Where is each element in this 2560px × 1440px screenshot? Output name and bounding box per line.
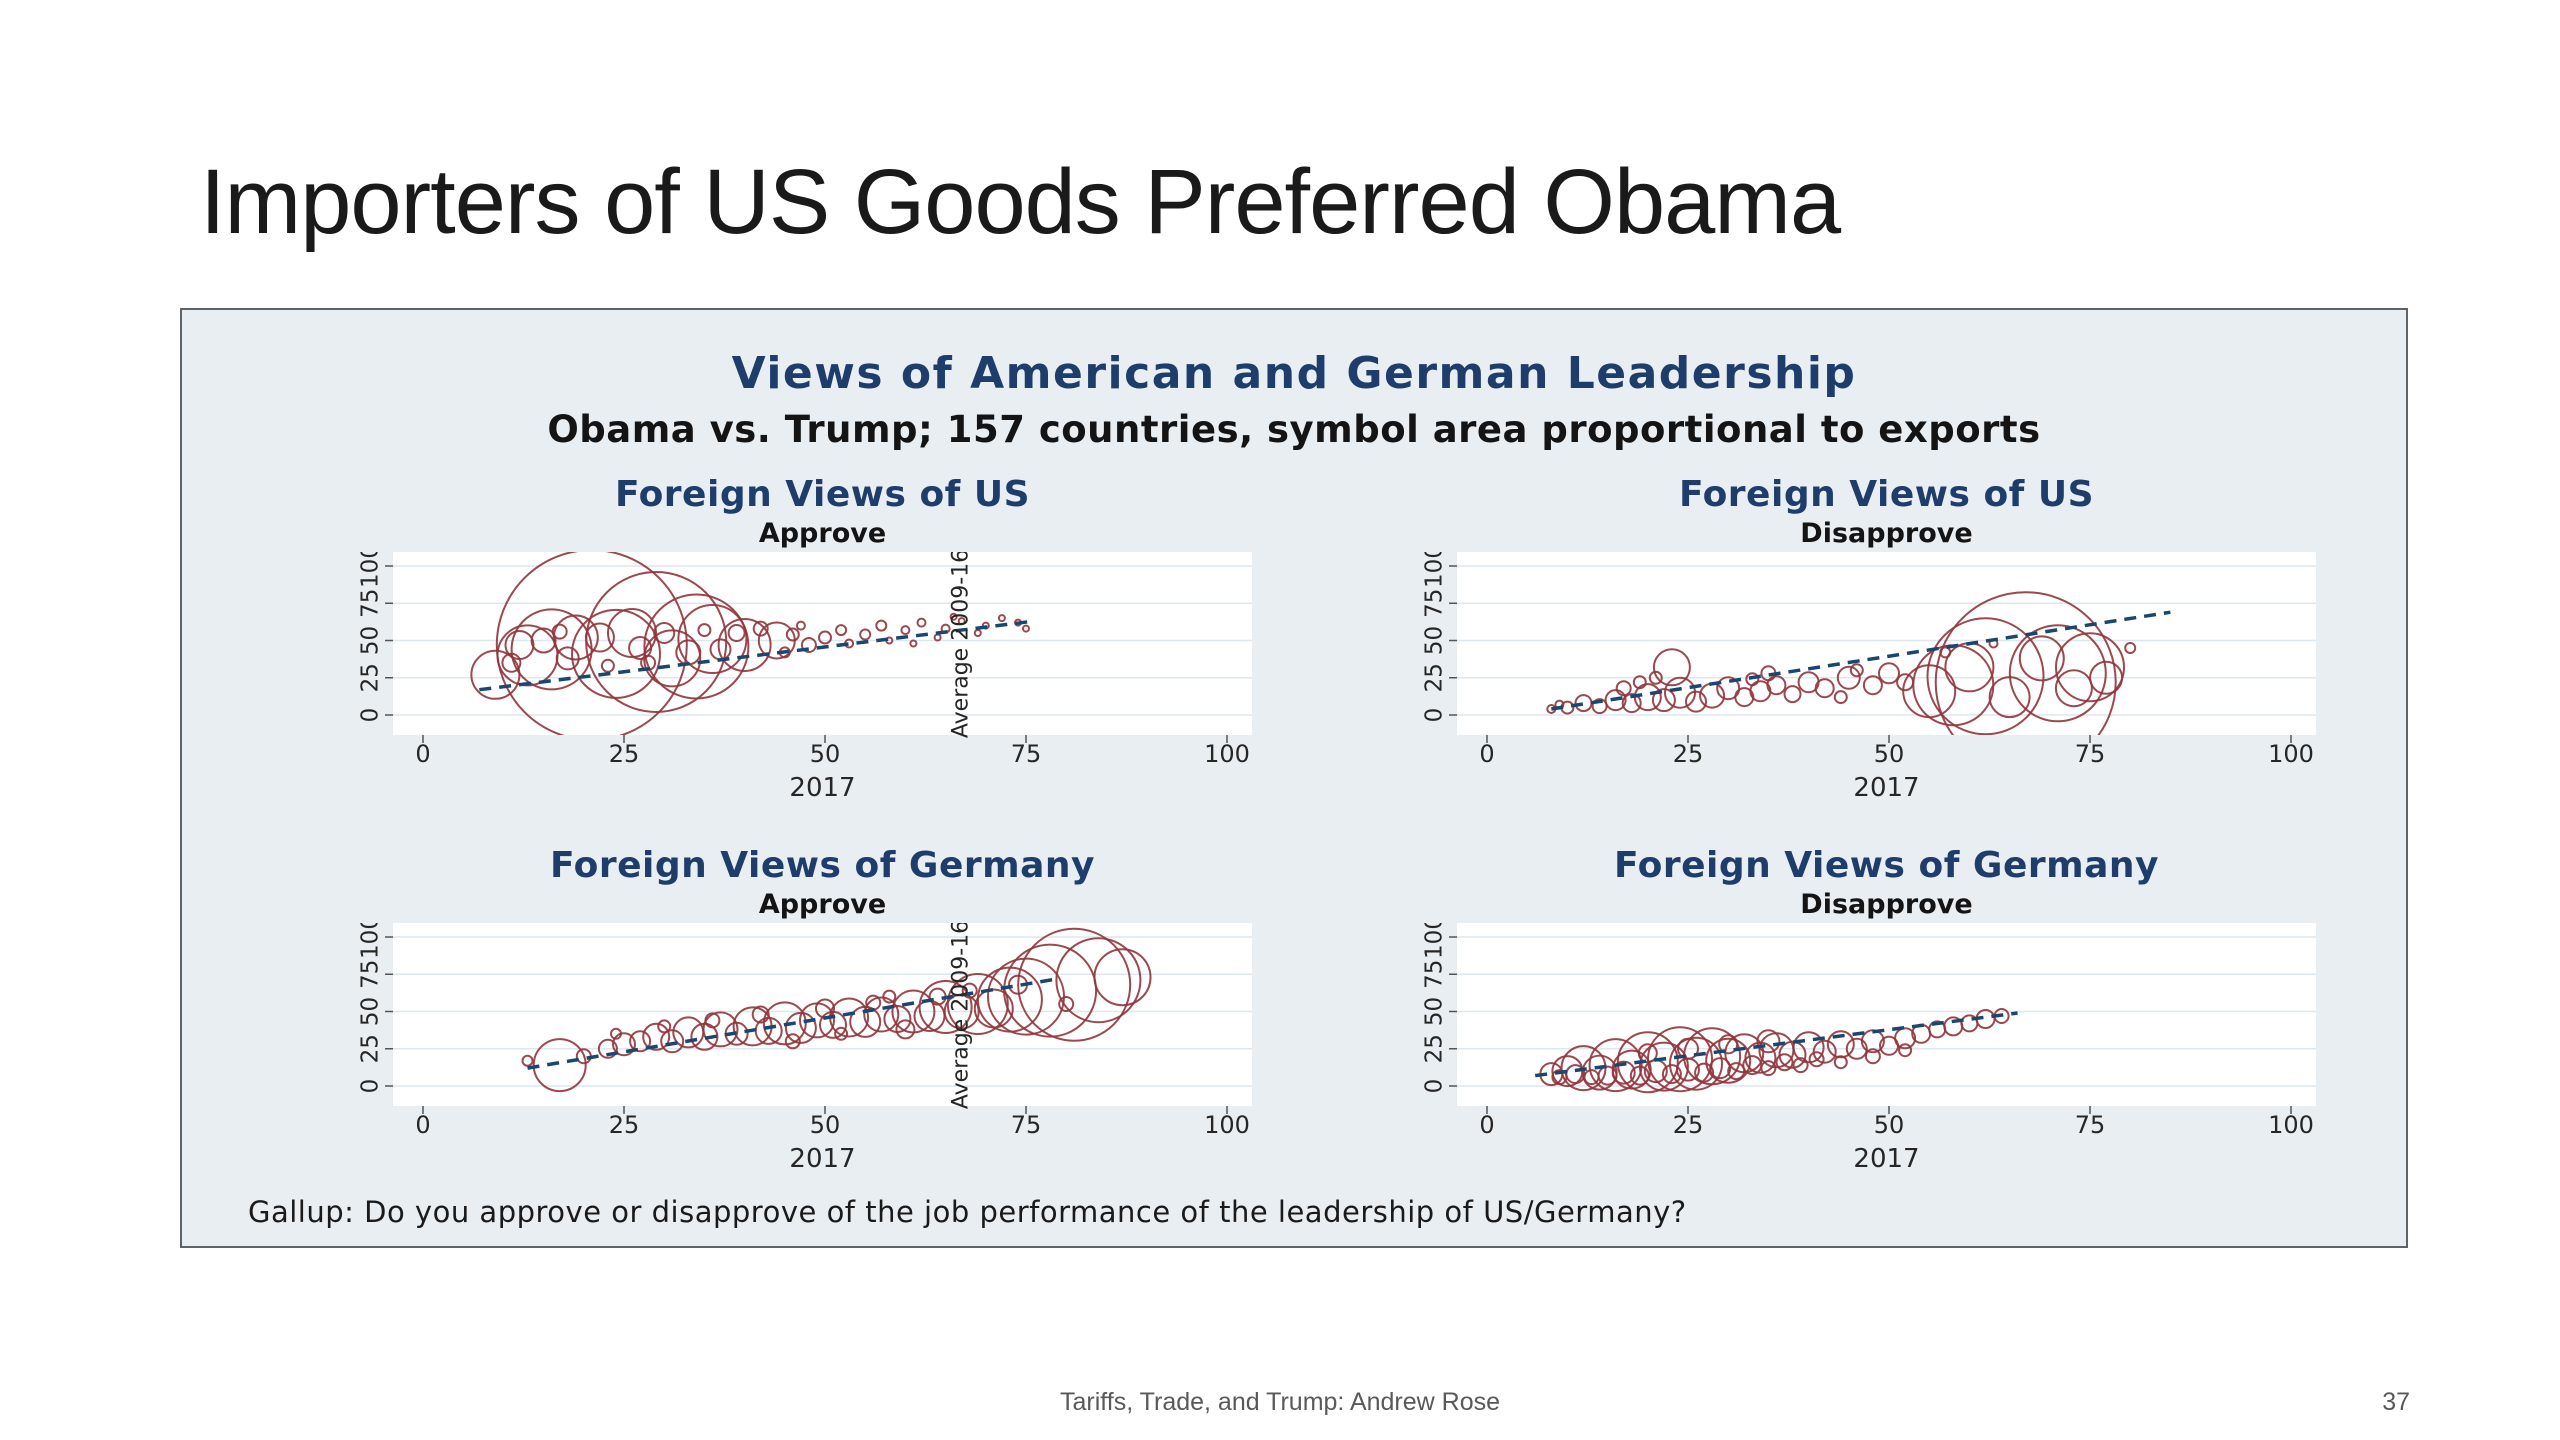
svg-text:75: 75 (358, 589, 384, 618)
svg-text:Average 2009-16: Average 2009-16 (949, 552, 974, 738)
chart-subtitle: Disapprove (1800, 518, 1973, 549)
svg-text:50: 50 (810, 1111, 841, 1139)
svg-text:0: 0 (1422, 708, 1448, 723)
svg-text:25: 25 (1673, 740, 1704, 768)
svg-text:50: 50 (358, 626, 384, 655)
chart-germany-approve: Foreign Views of Germany Approve 0 25 50 75… (323, 845, 1263, 1190)
svg-text:50: 50 (810, 740, 841, 768)
svg-text:75: 75 (1011, 740, 1042, 768)
svg-text:100: 100 (2268, 1111, 2314, 1139)
svg-text:25: 25 (1673, 1111, 1704, 1139)
chart-plot-area: 0 25 50 75 100 0 25 50 75 100 2017 Average 2009-16 (323, 915, 1263, 1183)
figure-panel: Views of American and German Leadership … (180, 308, 2408, 1248)
chart-title: Foreign Views of Germany (549, 845, 1096, 886)
svg-text:25: 25 (1422, 1034, 1448, 1063)
svg-text:0: 0 (1479, 1111, 1494, 1139)
chart-plot-area: 0 25 50 75 100 0 25 50 75 100 2017 Average 2009-16 (323, 544, 1263, 812)
svg-text:50: 50 (1422, 997, 1448, 1026)
svg-text:50: 50 (1874, 1111, 1905, 1139)
slide-footer: Tariffs, Trade, and Trump: Andrew Rose (1059, 1388, 1501, 1416)
svg-text:50: 50 (1422, 626, 1448, 655)
svg-text:50: 50 (1874, 740, 1905, 768)
svg-text:25: 25 (609, 1111, 640, 1139)
slide-title: Importers of US Goods Preferred Obama (200, 151, 1841, 253)
svg-text:25: 25 (1422, 663, 1448, 692)
chart-us-disapprove: Foreign Views of US Disapprove 0 25 50 75 10… (1387, 474, 2327, 819)
svg-text:100: 100 (358, 552, 384, 588)
svg-text:2017: 2017 (789, 773, 855, 803)
chart-title: Foreign Views of US (614, 474, 1031, 515)
chart-us-approve: Foreign Views of US Approve 0 25 50 75 100 0 2… (323, 474, 1263, 819)
svg-text:0: 0 (1422, 1079, 1448, 1094)
svg-text:75: 75 (1422, 960, 1448, 989)
chart-title: Foreign Views of US (1678, 474, 2095, 515)
chart-title: Foreign Views of Germany (1613, 845, 2160, 886)
page-number: 37 (2382, 1388, 2410, 1416)
svg-text:2017: 2017 (789, 1144, 855, 1174)
svg-text:100: 100 (2268, 740, 2314, 768)
figure-subtitle: Obama vs. Trump; 157 countries, symbol a… (547, 408, 2041, 451)
figure-title: Views of American and German Leadership (731, 348, 1857, 399)
svg-text:100: 100 (1422, 923, 1448, 959)
chart-plot-area: 0 25 50 75 100 0 25 50 75 100 2017 (1387, 544, 2327, 812)
svg-text:75: 75 (1011, 1111, 1042, 1139)
svg-text:0: 0 (415, 740, 430, 768)
svg-text:100: 100 (1204, 1111, 1250, 1139)
svg-text:2017: 2017 (1853, 773, 1919, 803)
svg-text:25: 25 (358, 663, 384, 692)
chart-subtitle: Approve (758, 889, 887, 920)
svg-text:25: 25 (358, 1034, 384, 1063)
svg-text:Average 2009-16: Average 2009-16 (949, 923, 974, 1109)
svg-text:100: 100 (1422, 552, 1448, 588)
svg-text:75: 75 (358, 960, 384, 989)
svg-text:0: 0 (1479, 740, 1494, 768)
svg-text:75: 75 (2075, 740, 2106, 768)
svg-text:50: 50 (358, 997, 384, 1026)
svg-text:100: 100 (1204, 740, 1250, 768)
figure-caption: Gallup: Do you approve or disapprove of … (248, 1195, 1687, 1229)
svg-text:75: 75 (1422, 589, 1448, 618)
svg-text:100: 100 (358, 923, 384, 959)
svg-text:2017: 2017 (1853, 1144, 1919, 1174)
chart-subtitle: Approve (758, 518, 887, 549)
chart-germany-disapprove: Foreign Views of Germany Disapprove 0 25 5… (1387, 845, 2327, 1190)
svg-text:0: 0 (358, 708, 384, 723)
svg-text:0: 0 (415, 1111, 430, 1139)
chart-subtitle: Disapprove (1800, 889, 1973, 920)
svg-text:25: 25 (609, 740, 640, 768)
chart-plot-area: 0 25 50 75 100 0 25 50 75 100 2017 (1387, 915, 2327, 1183)
svg-text:75: 75 (2075, 1111, 2106, 1139)
svg-text:0: 0 (358, 1079, 384, 1094)
